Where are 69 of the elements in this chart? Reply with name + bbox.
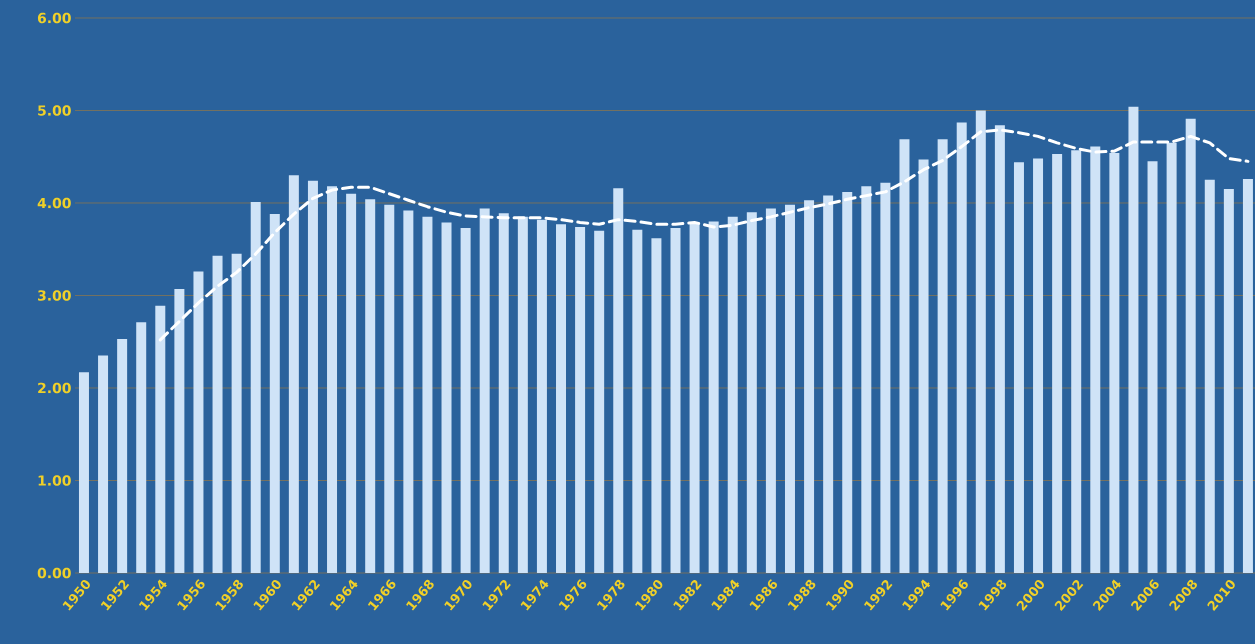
y-tick-label: 3.00: [38, 290, 71, 301]
bar: [899, 139, 910, 573]
bar: [823, 195, 834, 573]
bar: [403, 210, 414, 573]
bar: [136, 322, 147, 573]
bar: [1071, 150, 1082, 573]
y-tick-label: 4.00: [37, 197, 71, 209]
bar: [231, 253, 242, 573]
bar: [708, 221, 719, 573]
bar: [594, 230, 605, 573]
bar: [117, 338, 128, 573]
bar: [861, 186, 872, 573]
bar: [1013, 162, 1024, 573]
bar: [918, 159, 929, 573]
bar: [193, 271, 204, 573]
bar: [842, 191, 853, 573]
bar: [651, 238, 662, 573]
bar: [804, 200, 815, 573]
bar: [1204, 179, 1215, 573]
y-tick-label: 6.00: [37, 12, 71, 24]
y-tick-label: 5.00: [38, 105, 71, 116]
bar: [937, 139, 948, 573]
bar: [994, 125, 1005, 573]
bar: [1090, 146, 1101, 573]
bar: [727, 216, 738, 573]
bar: [1128, 106, 1139, 573]
bar: [632, 229, 643, 573]
bar: [670, 227, 681, 573]
bar: [78, 372, 89, 573]
y-tick-label: 1.00: [38, 475, 71, 486]
bar: [269, 214, 280, 573]
bar: [784, 204, 795, 573]
bar: [1223, 189, 1234, 573]
y-tick-label: 2.00: [38, 382, 71, 394]
bar: [422, 216, 433, 573]
bar: [556, 224, 567, 573]
bar: [174, 289, 185, 573]
y-tick-label: 0.00: [37, 567, 71, 579]
bar: [956, 122, 967, 573]
bar: [288, 175, 299, 573]
bar: [384, 204, 395, 573]
bar: [307, 180, 318, 573]
bar: [746, 212, 757, 573]
bar: [689, 222, 700, 573]
bar: [765, 208, 776, 573]
bar: [460, 227, 471, 573]
bar: [1109, 153, 1120, 573]
bar: [155, 305, 166, 573]
bar: [250, 202, 261, 573]
bar: [1052, 153, 1063, 573]
bar: [536, 219, 547, 573]
bar: [975, 110, 986, 573]
bar: [212, 255, 223, 573]
bar: [613, 188, 624, 573]
bar: [441, 222, 452, 573]
bar: [1033, 158, 1044, 573]
bar: [517, 216, 528, 573]
bar: [1166, 142, 1177, 573]
bar: [1147, 161, 1158, 573]
bar: [880, 182, 891, 573]
bar: [1185, 118, 1196, 573]
bar: [327, 186, 338, 573]
bar: [98, 355, 109, 573]
bar: [365, 199, 376, 573]
bar: [479, 208, 490, 573]
bar: [575, 227, 586, 573]
bar: [498, 213, 509, 573]
bar: [346, 193, 357, 573]
bar: [1242, 178, 1253, 573]
